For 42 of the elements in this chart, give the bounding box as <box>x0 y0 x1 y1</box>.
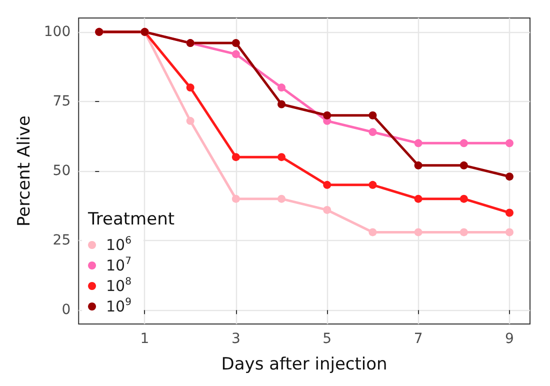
point <box>232 50 240 58</box>
point <box>460 139 468 148</box>
y-tick-label: 0 <box>62 302 71 318</box>
point <box>232 194 240 203</box>
point <box>368 111 377 120</box>
point <box>460 194 468 203</box>
point <box>505 139 514 148</box>
point <box>505 172 514 181</box>
point <box>368 128 377 136</box>
x-tick-label: 7 <box>414 331 423 347</box>
point <box>278 194 286 203</box>
x-tick-label: 5 <box>322 331 332 347</box>
point <box>278 100 286 108</box>
point <box>278 84 286 92</box>
x-tick-label: 1 <box>140 331 150 347</box>
x-tick-label: 9 <box>505 331 514 347</box>
y-tick-label: 75 <box>52 93 71 110</box>
point <box>278 153 286 162</box>
point <box>414 194 422 203</box>
x-tick-label: 3 <box>231 331 240 347</box>
point <box>505 228 514 236</box>
point <box>414 228 422 236</box>
point <box>323 206 332 214</box>
point <box>460 161 468 170</box>
point <box>368 228 377 236</box>
point <box>232 39 240 48</box>
point <box>323 180 332 189</box>
point <box>186 84 194 92</box>
point <box>505 208 514 217</box>
point <box>186 116 194 125</box>
x-axis-title: Days after injection <box>221 354 388 374</box>
point <box>414 161 422 170</box>
y-tick-label: 25 <box>52 232 71 249</box>
point <box>323 111 332 120</box>
point <box>368 180 377 189</box>
point <box>414 139 422 148</box>
point <box>232 153 240 162</box>
y-tick-label: 50 <box>52 163 71 179</box>
legend-title: Treatment <box>87 210 175 230</box>
y-tick-label: 100 <box>44 24 71 40</box>
point <box>460 228 468 236</box>
y-axis-title: Percent Alive <box>14 116 34 226</box>
